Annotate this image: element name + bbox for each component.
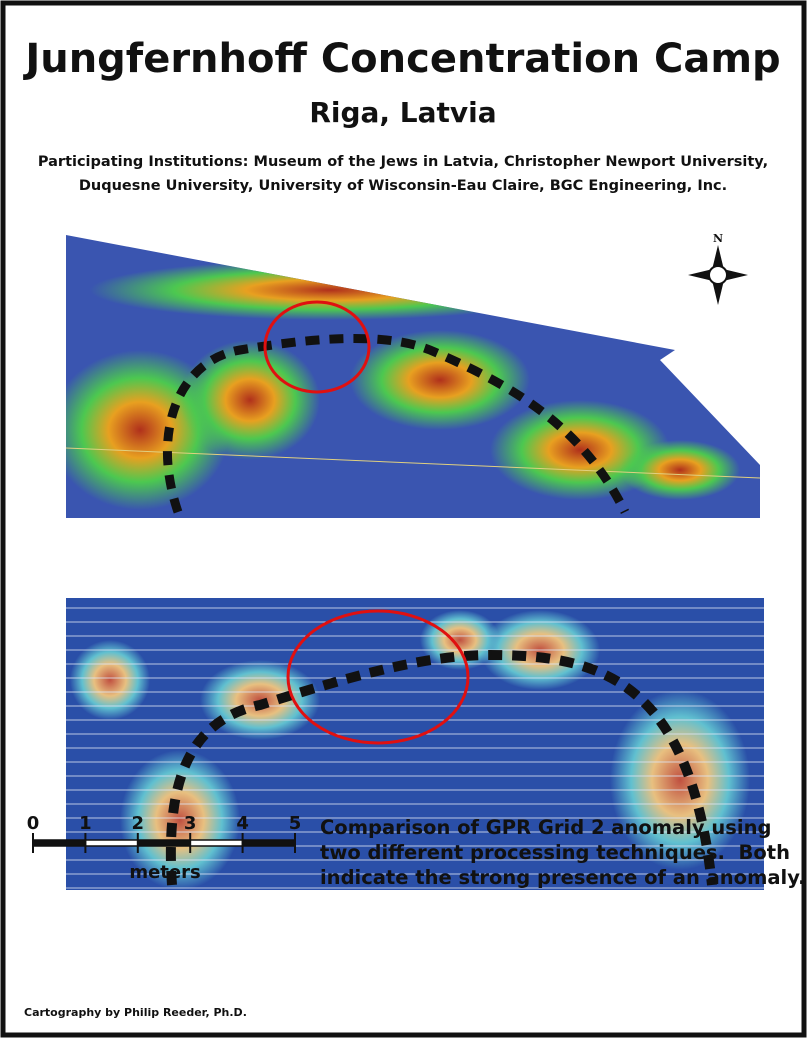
scale-segment — [85, 840, 137, 846]
subtitle: Riga, Latvia — [309, 96, 496, 129]
scale-label: 0 — [27, 813, 40, 834]
title: Jungfernhoff Concentration Camp — [22, 36, 780, 82]
caption-line: two different processing techniques. Bot… — [320, 841, 790, 864]
scale-label: 4 — [236, 813, 249, 834]
blob — [70, 640, 150, 720]
blob — [180, 340, 320, 460]
blob — [420, 610, 500, 670]
poster: Jungfernhoff Concentration Camp Riga, La… — [0, 0, 807, 1038]
scale-segment — [243, 840, 295, 846]
scale-segment — [190, 840, 242, 846]
institutions-line: Duquesne University, University of Wisco… — [79, 178, 727, 194]
scale-unit: meters — [129, 862, 200, 883]
scale-label: 1 — [79, 813, 92, 834]
compass-label: N — [713, 232, 723, 245]
scale-label: 3 — [184, 813, 197, 834]
blob — [350, 330, 530, 430]
scale-segment — [138, 840, 190, 846]
institutions-line: Participating Institutions: Museum of th… — [38, 154, 768, 170]
caption-line: indicate the strong presence of an anoma… — [320, 866, 806, 889]
scale-segment — [33, 840, 85, 846]
scale-label: 5 — [289, 813, 302, 834]
caption-line: Comparison of GPR Grid 2 anomaly using — [320, 816, 771, 839]
blob — [620, 440, 740, 500]
credit: Cartography by Philip Reeder, Ph.D. — [24, 1006, 247, 1019]
scale-label: 2 — [132, 813, 145, 834]
